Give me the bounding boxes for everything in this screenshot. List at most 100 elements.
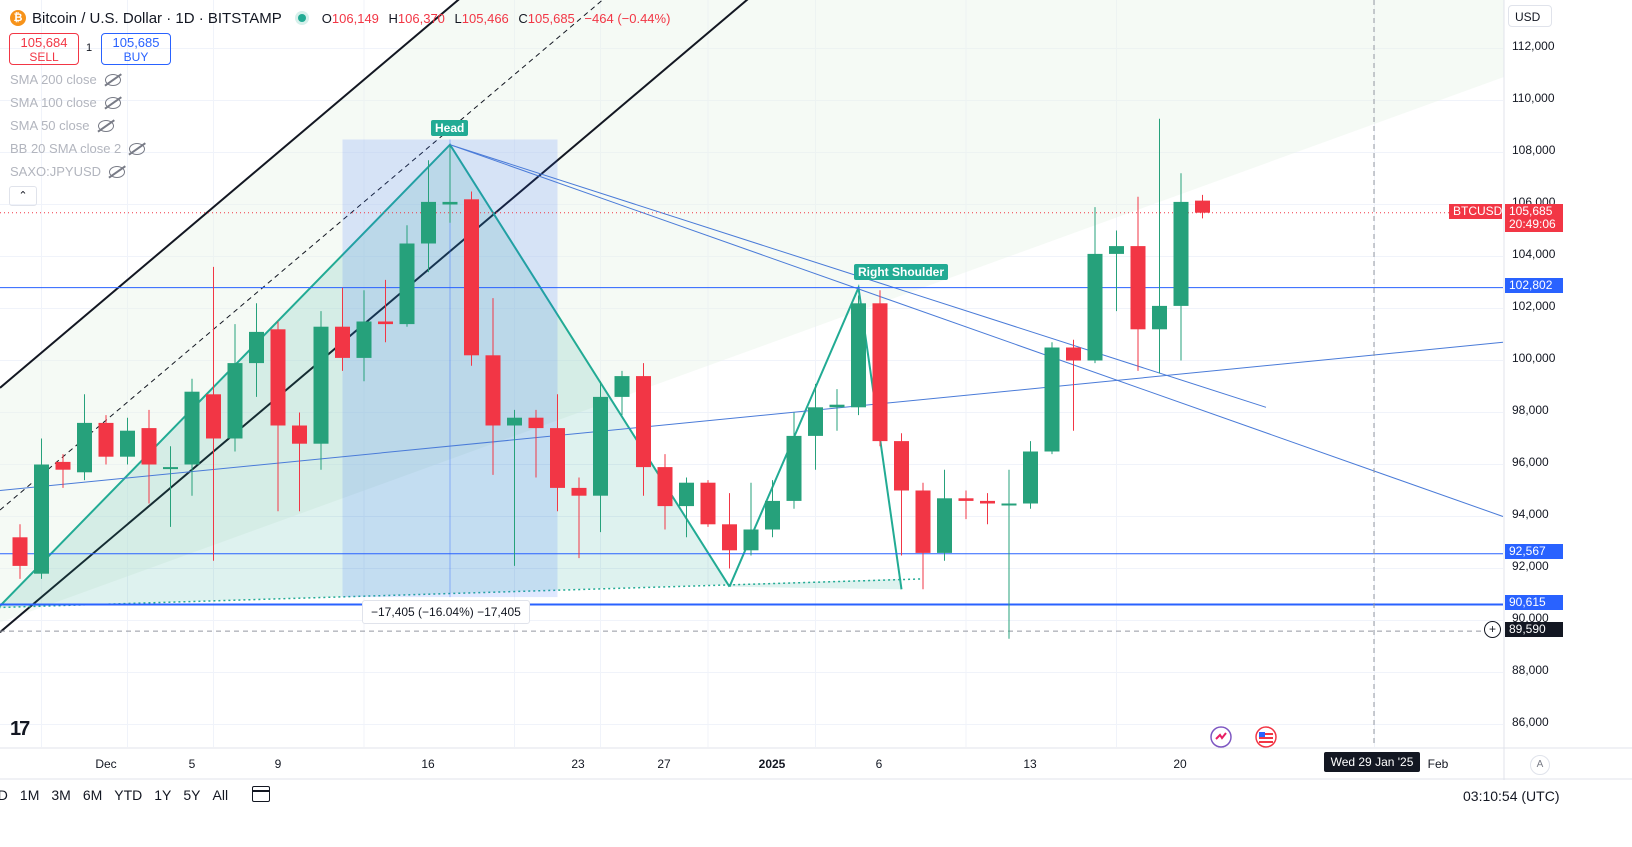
candle-body [593, 396, 608, 496]
symbol-title[interactable]: Bitcoin / U.S. Dollar · 1D · BITSTAMP [32, 9, 282, 27]
candle-body [34, 464, 49, 574]
indicator-sma50[interactable]: SMA 50 close [10, 118, 114, 133]
candle-body [550, 428, 565, 488]
candle-body [163, 467, 178, 470]
candle-body [851, 303, 866, 408]
candle-body [184, 391, 200, 465]
calendar-icon[interactable] [252, 786, 270, 802]
pattern-neckline [0, 578, 924, 609]
candle-body [378, 321, 393, 325]
collapse-legend-button[interactable]: ⌃ [9, 186, 37, 206]
eye-hidden-icon[interactable] [129, 142, 146, 155]
candle-body [292, 425, 307, 444]
range-6m[interactable]: 6M [82, 787, 103, 803]
eye-hidden-icon[interactable] [104, 96, 121, 109]
y-tick-label: 86,000 [1512, 715, 1549, 729]
countdown-tag: 20:49:06 [1505, 217, 1563, 232]
range-ytd[interactable]: YTD [114, 787, 143, 803]
pattern-label-right-shoulder: Right Shoulder [854, 264, 948, 280]
candle-body [958, 498, 974, 501]
ohlc-values: O106,149 H106,370 L105,466 C105,685 −464… [321, 10, 671, 26]
indicator-sma200[interactable]: SMA 200 close [10, 72, 121, 87]
candle-body [227, 363, 243, 439]
candle-body [722, 524, 737, 551]
spread-value: 1 [86, 42, 93, 54]
candle-body [1195, 200, 1210, 213]
events-icon[interactable] [1210, 726, 1232, 748]
x-tick-label: 27 [657, 757, 671, 771]
candle-body [1087, 253, 1103, 361]
candle-body [786, 435, 802, 501]
candle-body [894, 441, 909, 491]
candle-body [77, 422, 92, 473]
candle-body [872, 303, 888, 442]
indicator-sma100[interactable]: SMA 100 close [10, 95, 121, 110]
candle-body [937, 498, 952, 553]
currency-selector[interactable]: USD [1508, 5, 1552, 27]
candle-body [421, 201, 436, 244]
candle-body [335, 326, 350, 358]
eye-hidden-icon[interactable] [104, 73, 121, 86]
symbol-tag: BTCUSD [1449, 204, 1502, 219]
x-tick-label: 23 [571, 757, 585, 771]
candle-body [829, 404, 845, 408]
y-tick-label: 88,000 [1512, 663, 1549, 677]
x-tick-label: 20 [1173, 757, 1187, 771]
range-all[interactable]: All [212, 787, 229, 803]
y-tick-label: 104,000 [1512, 247, 1556, 261]
range-5y[interactable]: 5Y [183, 787, 201, 803]
candle-body [464, 199, 479, 356]
candle-body [915, 490, 931, 553]
candle-body [270, 329, 286, 426]
candle-body [679, 482, 694, 507]
candle-body [206, 394, 221, 439]
range-selector: 5D 1M 3M 6M YTD 1Y 5Y All [0, 787, 228, 803]
y-tick-label: 100,000 [1512, 351, 1556, 365]
crosshair-date-label: Wed 29 Jan '25 [1324, 752, 1420, 772]
range-3m[interactable]: 3M [51, 787, 71, 803]
sell-button[interactable]: 105,684 SELL [9, 33, 79, 65]
range-5d[interactable]: 5D [0, 787, 8, 803]
indicator-jpyusd[interactable]: SAXO:JPYUSD [10, 164, 126, 179]
candle-body [12, 537, 28, 566]
tradingview-logo[interactable]: 17 [10, 718, 30, 740]
bitcoin-icon: ₿ [10, 10, 26, 26]
pattern-label-head: Head [431, 120, 469, 136]
candle-body [1109, 246, 1124, 254]
candle-body [55, 461, 71, 470]
trendline-falling [449, 144, 1504, 517]
utc-clock[interactable]: 03:10:54 (UTC) [1463, 788, 1560, 804]
candle-body [765, 500, 780, 530]
y-tick-label: 90,000 [1512, 611, 1549, 625]
candle-body [1001, 503, 1017, 506]
chart-header: ₿ Bitcoin / U.S. Dollar · 1D · BITSTAMP … [10, 8, 676, 28]
eye-hidden-icon[interactable] [97, 119, 114, 132]
candle-body [657, 467, 673, 507]
add-alert-icon[interactable]: + [1484, 621, 1501, 638]
candle-body [120, 430, 135, 457]
buy-button[interactable]: 105,685 BUY [101, 33, 171, 65]
candle-body [1130, 246, 1146, 330]
y-tick-label: 94,000 [1512, 507, 1549, 521]
candle-body [1044, 347, 1060, 452]
us-flag-icon[interactable] [1255, 726, 1277, 748]
trendline-rising [0, 341, 1504, 491]
candle-body [636, 376, 651, 468]
eye-hidden-icon[interactable] [109, 165, 126, 178]
indicator-bb[interactable]: BB 20 SMA close 2 [10, 141, 146, 156]
channel-lower-line [0, 0, 749, 633]
x-tick-label: Dec [95, 757, 117, 771]
range-1m[interactable]: 1M [19, 787, 40, 803]
range-1y[interactable]: 1Y [154, 787, 172, 803]
hline-tag: 102,802 [1505, 278, 1563, 293]
candle-body [1023, 451, 1038, 504]
channel-fill [0, 0, 1504, 623]
candle-body [1173, 201, 1189, 306]
measure-label: −17,405 (−16.04%) −17,405 [362, 600, 530, 624]
candle-body [399, 243, 415, 325]
crosshair-price-tag: 89,590 [1505, 622, 1563, 637]
pattern-fill [0, 144, 902, 608]
change-value: −464 (−0.44%) [584, 10, 671, 26]
auto-scale-button[interactable]: A [1530, 755, 1550, 775]
